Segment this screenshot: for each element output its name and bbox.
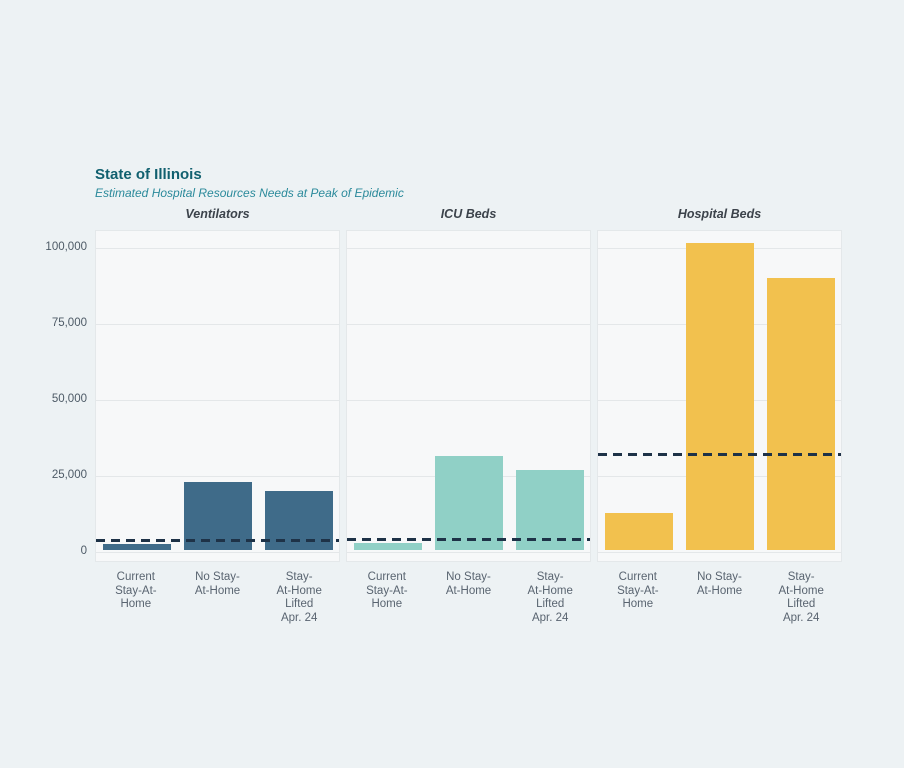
- panel: Ventilators Current Stay-At- Home No Stay- At…: [95, 206, 340, 625]
- bar[interactable]: [515, 470, 584, 550]
- y-tick-label: 25,000: [51, 469, 87, 481]
- x-axis-label: Stay- At-Home Lifted Apr. 24: [778, 571, 824, 624]
- x-axis-label: No Stay- At-Home: [445, 571, 492, 597]
- y-tick-label: 100,000: [45, 241, 87, 253]
- x-axis-labels: Current Stay-At- Home No Stay- At-Home Stay- A…: [597, 571, 842, 625]
- x-axis-label: Current Stay-At- Home: [617, 571, 659, 610]
- chart-title: State of Illinois: [95, 166, 202, 183]
- y-axis: 0 25,000 50,000 75,000 100,000: [40, 206, 95, 625]
- x-axis-label: No Stay- At-Home: [194, 571, 241, 597]
- chart-header: State of Illinois Estimated Hospital Res…: [95, 166, 850, 201]
- gridline: [96, 400, 339, 401]
- hospital-resources-chart: State of Illinois Estimated Hospital Res…: [40, 166, 850, 625]
- capacity-line: [347, 537, 590, 541]
- panel-title: Ventilators: [185, 207, 250, 221]
- bar[interactable]: [434, 455, 503, 550]
- y-tick-label: 0: [80, 545, 87, 557]
- x-axis-label: Current Stay-At- Home: [366, 571, 408, 610]
- chart-body: 0 25,000 50,000 75,000 100,000 Ventilators Cu…: [40, 206, 850, 625]
- bar[interactable]: [102, 543, 171, 550]
- gridline: [347, 248, 590, 249]
- plot-area: [346, 230, 591, 562]
- x-axis-labels: Current Stay-At- Home No Stay- At-Home Stay- A…: [346, 571, 591, 625]
- bar[interactable]: [353, 543, 422, 550]
- gridline: [96, 476, 339, 477]
- chart-subtitle: Estimated Hospital Resources Needs at Pe…: [95, 186, 404, 200]
- bar[interactable]: [604, 512, 673, 550]
- gridline: [96, 324, 339, 325]
- y-tick-label: 75,000: [51, 317, 87, 329]
- x-axis-label: Current Stay-At- Home: [115, 571, 157, 610]
- capacity-line: [96, 538, 339, 542]
- plot-area: [95, 230, 340, 562]
- bar[interactable]: [685, 242, 754, 550]
- panel: ICU Beds Current Stay-At- Home No Stay- At-Ho…: [346, 206, 591, 625]
- bar[interactable]: [766, 277, 835, 550]
- bar[interactable]: [183, 481, 252, 550]
- gridline: [598, 552, 841, 553]
- x-axis-label: No Stay- At-Home: [696, 571, 743, 597]
- gridline: [347, 324, 590, 325]
- gridline: [347, 552, 590, 553]
- y-tick-label: 50,000: [51, 393, 87, 405]
- panel-title: Hospital Beds: [677, 207, 762, 221]
- panel: Hospital Beds Current Stay-At- Home No Stay-…: [597, 206, 842, 625]
- capacity-line: [598, 452, 841, 456]
- bars-row: [598, 242, 841, 550]
- x-axis-label: Stay- At-Home Lifted Apr. 24: [527, 571, 573, 624]
- gridline: [96, 248, 339, 249]
- x-axis-labels: Current Stay-At- Home No Stay- At-Home Stay- A…: [95, 571, 340, 625]
- panel-title: ICU Beds: [440, 207, 497, 221]
- bars-row: [347, 455, 590, 550]
- gridline: [96, 552, 339, 553]
- x-axis-label: Stay- At-Home Lifted Apr. 24: [276, 571, 322, 624]
- plot-area: [597, 230, 842, 562]
- gridline: [347, 400, 590, 401]
- panels: Ventilators Current Stay-At- Home No Stay- At…: [95, 206, 842, 625]
